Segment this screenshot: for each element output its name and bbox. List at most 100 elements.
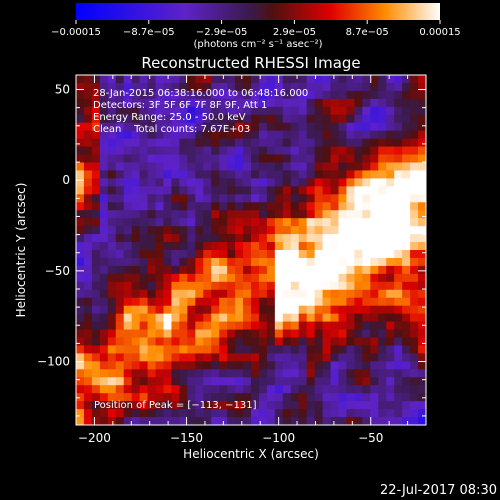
heatmap-cell: [394, 250, 403, 259]
heatmap-cell: [83, 98, 93, 108]
heatmap-cell: [107, 242, 117, 251]
heatmap-cell: [266, 289, 276, 299]
heatmap-cell: [171, 154, 180, 163]
heatmap-cell: [187, 178, 196, 187]
heatmap-cell: [187, 146, 196, 155]
heatmap-cell: [91, 337, 101, 346]
heatmap-cell: [314, 281, 323, 291]
heatmap-cell: [179, 273, 188, 283]
heatmap-cell: [330, 122, 339, 132]
heatmap-cell: [394, 186, 403, 195]
heatmap-cell: [338, 265, 347, 275]
heatmap-cell: [147, 345, 156, 354]
heatmap-cell: [354, 289, 363, 299]
heatmap-cell: [187, 106, 196, 116]
heatmap-cell: [386, 154, 395, 163]
heatmap-cell: [179, 162, 188, 171]
heatmap-cell: [76, 313, 85, 322]
heatmap-cell: [330, 106, 339, 116]
heatmap-cell: [258, 186, 268, 195]
heatmap-cell: [227, 313, 236, 322]
heatmap-cell: [235, 154, 244, 163]
heatmap-cell: [338, 162, 347, 171]
heatmap-cell: [147, 178, 156, 187]
heatmap-cell: [306, 226, 316, 235]
heatmap-cell: [115, 170, 125, 179]
heatmap-cell: [211, 409, 220, 418]
heatmap-cell: [171, 106, 180, 116]
heatmap-cell: [394, 353, 403, 362]
heatmap-cell: [314, 226, 323, 235]
heatmap-cell: [171, 329, 180, 338]
heatmap-cell: [91, 393, 101, 402]
heatmap-cell: [219, 329, 228, 338]
heatmap-cell: [290, 289, 300, 299]
heatmap-cell: [155, 106, 164, 116]
heatmap-cell: [187, 401, 196, 410]
heatmap-cell: [83, 369, 93, 378]
heatmap-cell: [370, 178, 379, 187]
heatmap-cell: [266, 242, 276, 251]
heatmap-cell: [139, 154, 148, 163]
heatmap-cell: [258, 313, 268, 322]
heatmap-cell: [251, 226, 260, 235]
heatmap-cell: [107, 353, 117, 362]
heatmap-cell: [91, 90, 101, 100]
heatmap-cell: [139, 289, 148, 299]
heatmap-cell: [147, 106, 156, 116]
heatmap-cell: [258, 417, 268, 425]
heatmap-cell: [346, 90, 355, 100]
heatmap-cell: [282, 321, 292, 330]
heatmap-cell: [203, 75, 212, 84]
heatmap-cell: [91, 194, 101, 203]
heatmap-cell: [227, 265, 236, 275]
heatmap-cell: [338, 106, 347, 116]
heatmap-cell: [282, 130, 292, 140]
heatmap-cell: [314, 417, 323, 425]
heatmap-cell: [243, 146, 252, 155]
heatmap-cell: [139, 353, 148, 362]
heatmap-cell: [386, 82, 395, 92]
heatmap-cell: [394, 170, 403, 179]
heatmap-cell: [322, 210, 331, 219]
y-tick-label: −50: [45, 264, 70, 278]
heatmap-cell: [91, 297, 101, 307]
heatmap-cell: [370, 106, 379, 116]
heatmap-cell: [99, 361, 109, 370]
heatmap-cell: [139, 409, 148, 418]
heatmap-cell: [378, 106, 387, 116]
heatmap-cell: [235, 377, 244, 386]
heatmap-cell: [147, 273, 156, 283]
heatmap-cell: [163, 409, 172, 418]
heatmap-cell: [394, 321, 403, 330]
heatmap-cell: [282, 305, 292, 315]
heatmap-cell: [418, 234, 426, 243]
heatmap-cell: [76, 130, 85, 140]
heatmap-cell: [306, 369, 316, 378]
heatmap-cell: [410, 361, 419, 370]
heatmap-cell: [330, 265, 339, 275]
heatmap-cell: [338, 186, 347, 195]
heatmap-cell: [266, 329, 276, 338]
heatmap-cell: [123, 265, 133, 275]
heatmap-cell: [76, 401, 85, 410]
heatmap-cell: [378, 234, 387, 243]
heatmap-cell: [163, 242, 172, 251]
heatmap-cell: [251, 194, 260, 203]
heatmap-cell: [211, 361, 220, 370]
heatmap-cell: [258, 82, 268, 92]
heatmap-cell: [410, 393, 419, 402]
heatmap-cell: [107, 417, 117, 425]
heatmap-cell: [211, 138, 220, 147]
heatmap-cell: [115, 297, 125, 307]
heatmap-cell: [187, 281, 196, 291]
heatmap-cell: [418, 250, 426, 259]
heatmap-cell: [354, 162, 363, 171]
annotation-clean-counts: Clean Total counts: 7.67E+03: [93, 124, 250, 135]
heatmap-cell: [306, 106, 316, 116]
heatmap-cell: [338, 353, 347, 362]
heatmap-cell: [147, 385, 156, 394]
heatmap-cell: [338, 417, 347, 425]
heatmap-cell: [251, 242, 260, 251]
heatmap-cell: [195, 281, 204, 291]
